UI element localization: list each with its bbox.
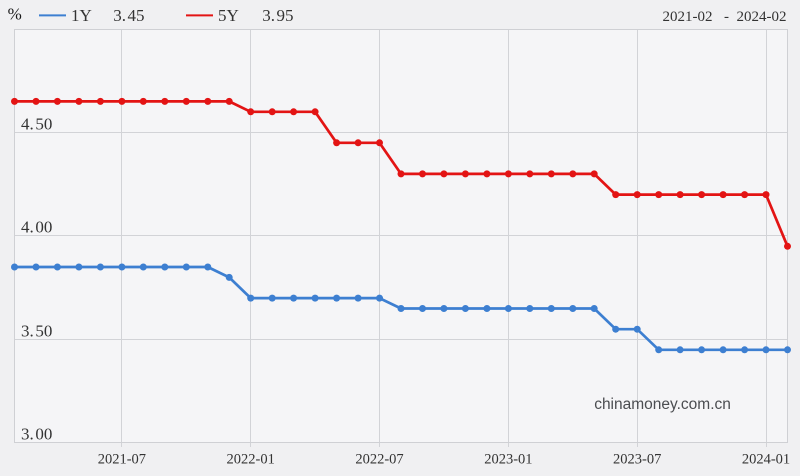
svg-text:%: % bbox=[8, 5, 22, 24]
svg-text:2023-07: 2023-07 bbox=[613, 452, 661, 468]
svg-text:-: - bbox=[724, 9, 729, 25]
svg-text:2022-01: 2022-01 bbox=[227, 452, 275, 468]
svg-text:3.00: 3.00 bbox=[21, 425, 52, 444]
svg-text:2024-01: 2024-01 bbox=[742, 452, 790, 468]
svg-text:1Y: 1Y bbox=[71, 6, 92, 25]
svg-text:2021-02: 2021-02 bbox=[663, 9, 713, 25]
svg-text:2022-07: 2022-07 bbox=[355, 452, 403, 468]
svg-text:3.95: 3.95 bbox=[262, 6, 293, 25]
svg-text:4.00: 4.00 bbox=[21, 218, 52, 237]
svg-text:5Y: 5Y bbox=[218, 6, 239, 25]
svg-text:3.50: 3.50 bbox=[21, 322, 52, 341]
svg-text:3.45: 3.45 bbox=[113, 6, 144, 25]
svg-text:4.50: 4.50 bbox=[21, 115, 52, 134]
svg-text:2023-01: 2023-01 bbox=[484, 452, 532, 468]
svg-text:chinamoney.com.cn: chinamoney.com.cn bbox=[594, 396, 731, 413]
svg-text:2021-07: 2021-07 bbox=[98, 452, 146, 468]
svg-text:2024-02: 2024-02 bbox=[737, 9, 787, 25]
